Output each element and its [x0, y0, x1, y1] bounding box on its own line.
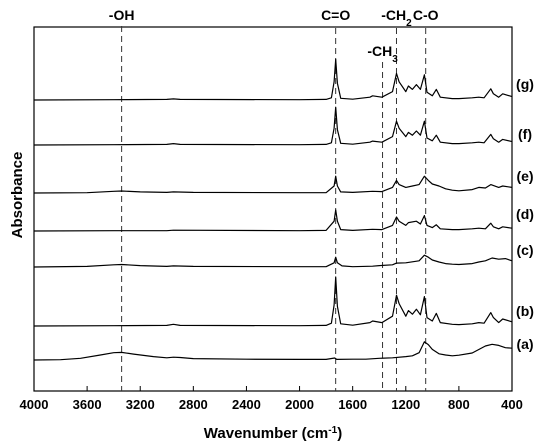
x-axis-ticks: 4000 3600 3200 2800 2400 2000 1600 1200 800 400 — [20, 386, 523, 412]
x-tick-label: 1200 — [391, 397, 420, 412]
series-label: (d) — [516, 206, 534, 222]
series-label: (b) — [516, 303, 534, 319]
peak-label: -CH2 — [381, 7, 412, 29]
series-label: (c) — [516, 242, 533, 258]
series-labels: (a) (b) (c) (d) (e) (f) (g) — [516, 76, 534, 352]
spectrum-line — [33, 276, 513, 327]
spectrum-line — [33, 341, 513, 361]
spectrum-line — [33, 58, 513, 101]
series-label: (g) — [516, 76, 534, 92]
spectra-group — [33, 58, 513, 361]
spectrum-line — [33, 175, 513, 194]
spectrum-line — [33, 106, 513, 146]
spectrum-line — [33, 209, 513, 232]
peak-label: -OH — [109, 7, 135, 23]
x-tick-label: 2400 — [232, 397, 261, 412]
x-tick-label: 3600 — [73, 397, 102, 412]
series-label: (a) — [516, 336, 533, 352]
peak-marker-lines — [121, 26, 427, 391]
series-label: (f) — [518, 126, 532, 142]
x-axis-label: Wavenumber (cm-1) — [204, 425, 342, 443]
peak-labels: -OH C=O -CH3 -CH2 C-O — [109, 7, 439, 65]
x-tick-label: 1600 — [338, 397, 367, 412]
x-tick-label: 400 — [501, 397, 523, 412]
x-tick-label: 4000 — [20, 397, 49, 412]
x-tick-label: 2800 — [179, 397, 208, 412]
spectrum-line — [33, 254, 513, 268]
peak-label: -CH3 — [367, 43, 398, 65]
peak-label: C=O — [321, 7, 350, 23]
y-axis-label: Absorbance — [9, 152, 26, 239]
x-tick-label: 3200 — [126, 397, 155, 412]
x-tick-label: 800 — [448, 397, 470, 412]
plot-frame — [33, 26, 513, 392]
x-tick-label: 2000 — [285, 397, 314, 412]
peak-label: C-O — [413, 7, 439, 23]
series-label: (e) — [516, 168, 533, 184]
